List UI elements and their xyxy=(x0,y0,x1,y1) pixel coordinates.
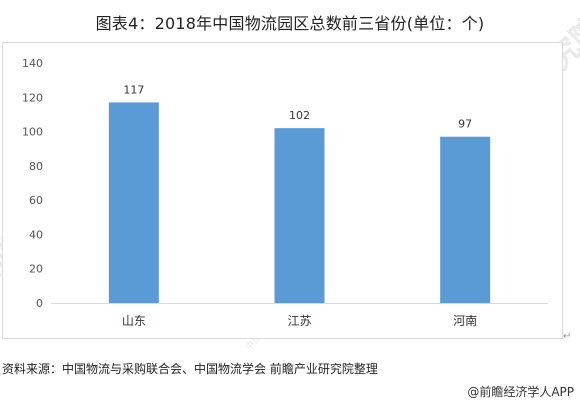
data-label-1: 102 xyxy=(289,109,310,122)
return-mark: ↵ xyxy=(563,331,572,342)
y-tick-label-5: 100 xyxy=(22,126,43,139)
y-tick-label-3: 60 xyxy=(29,194,43,207)
data-label-2: 97 xyxy=(458,118,472,131)
y-tick-label-4: 80 xyxy=(29,160,43,173)
bar-山东 xyxy=(108,102,159,303)
bar-河南 xyxy=(440,136,491,303)
brand-credit: @前瞻经济学人APP xyxy=(467,385,574,399)
bar-chart: 0 20 40 60 80 100 120 140 117 山东 102 江苏 97 河南 xyxy=(22,57,548,328)
bar-江苏 xyxy=(274,128,325,303)
x-tick-label-1: 江苏 xyxy=(287,314,311,328)
y-tick-label-0: 0 xyxy=(36,297,43,310)
chart-area: 0 20 40 60 80 100 120 140 117 山东 102 江苏 97 河南 xyxy=(2,42,563,339)
x-tick-label-2: 河南 xyxy=(453,313,477,328)
y-tick-label-2: 40 xyxy=(29,228,43,241)
x-tick-label-0: 山东 xyxy=(122,314,146,328)
data-label-0: 117 xyxy=(123,83,144,96)
y-tick-label-7: 140 xyxy=(22,57,43,70)
chart-title: 图表4：2018年中国物流园区总数前三省份(单位：个) xyxy=(95,14,485,33)
y-tick-label-1: 20 xyxy=(29,263,43,276)
y-tick-label-6: 120 xyxy=(22,91,43,104)
source-note: 资料来源：中国物流与采购联合会、中国物流学会 前瞻产业研究院整理 xyxy=(2,362,378,376)
